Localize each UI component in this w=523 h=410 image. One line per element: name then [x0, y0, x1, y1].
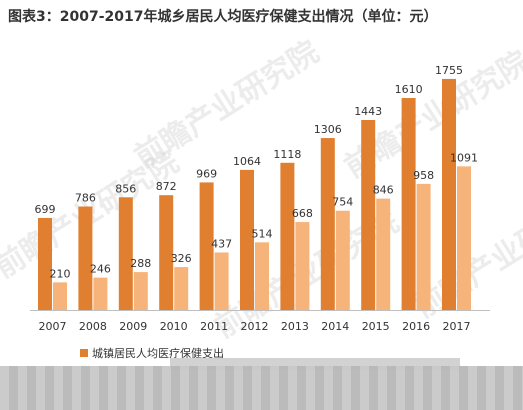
x-tick-label-2009: 2009 [119, 320, 147, 333]
bar-urban-2015 [361, 120, 376, 310]
bar-rural-2012 [255, 242, 269, 310]
data-label-urban-2008: 786 [75, 192, 96, 205]
data-label-rural-2014: 754 [332, 196, 353, 209]
data-label-urban-2012: 1064 [233, 155, 261, 168]
x-tick-label-2013: 2013 [281, 320, 309, 333]
x-tick-label-2017: 2017 [443, 320, 471, 333]
bar-urban-2016 [401, 98, 416, 311]
bar-urban-2017 [442, 78, 456, 310]
data-label-urban-2009: 856 [115, 182, 136, 195]
bar-rural-2014 [335, 210, 350, 310]
data-label-rural-2017: 1091 [450, 151, 478, 164]
data-label-rural-2010: 326 [171, 252, 192, 265]
legend-swatch-urban [80, 349, 88, 357]
legend-label-urban: 城镇居民人均医疗保健支出 [92, 347, 224, 360]
data-label-rural-2012: 514 [252, 227, 273, 240]
data-label-rural-2009: 288 [130, 257, 151, 270]
data-label-rural-2015: 846 [373, 184, 394, 197]
data-label-urban-2013: 1118 [273, 148, 301, 161]
x-tick-label-2008: 2008 [79, 320, 107, 333]
x-tick-label-2016: 2016 [402, 320, 430, 333]
bar-urban-2012 [240, 169, 254, 310]
data-label-rural-2007: 210 [50, 267, 71, 280]
legend-item-urban: 城镇居民人均医疗保健支出 [80, 345, 224, 361]
bar-urban-2008 [78, 206, 93, 310]
bar-rural-2010 [174, 267, 189, 310]
data-label-urban-2015: 1443 [354, 105, 382, 118]
bar-rural-2016 [416, 183, 431, 310]
data-label-urban-2007: 699 [35, 203, 56, 216]
bar-rural-2015 [376, 198, 391, 310]
x-tick-label-2007: 2007 [39, 320, 67, 333]
chart-title: 图表3：2007-2017年城乡居民人均医疗保健支出情况（单位：元） [8, 9, 438, 25]
x-tick-label-2014: 2014 [321, 320, 349, 333]
bar-rural-2011 [214, 252, 229, 310]
data-label-rural-2008: 246 [90, 263, 111, 276]
data-label-urban-2014: 1306 [314, 123, 342, 136]
data-label-rural-2011: 437 [211, 237, 232, 250]
x-tick-label-2015: 2015 [362, 320, 390, 333]
data-label-rural-2013: 668 [292, 207, 313, 220]
data-label-rural-2016: 958 [413, 169, 434, 182]
bar-rural-2007 [53, 282, 67, 310]
chart-legend: 城镇居民人均医疗保健支出 [80, 345, 224, 361]
x-tick-label-2011: 2011 [200, 320, 228, 333]
x-tick-label-2012: 2012 [241, 320, 269, 333]
bar-urban-2009 [118, 197, 133, 310]
bar-urban-2013 [280, 162, 295, 310]
bar-rural-2013 [295, 222, 310, 310]
occlusion-overlay [0, 366, 523, 410]
bar-urban-2014 [320, 138, 335, 310]
bar-rural-2008 [93, 277, 108, 310]
data-label-urban-2011: 969 [196, 167, 217, 180]
x-tick-label-2010: 2010 [160, 320, 188, 333]
data-label-urban-2010: 872 [156, 180, 177, 193]
bar-urban-2011 [199, 182, 214, 310]
bar-rural-2009 [133, 272, 148, 310]
bar-urban-2007 [38, 217, 52, 310]
bar-rural-2017 [457, 166, 471, 310]
data-label-urban-2016: 1610 [395, 83, 423, 96]
data-label-urban-2017: 1755 [435, 64, 463, 77]
bar-urban-2010 [159, 195, 174, 310]
